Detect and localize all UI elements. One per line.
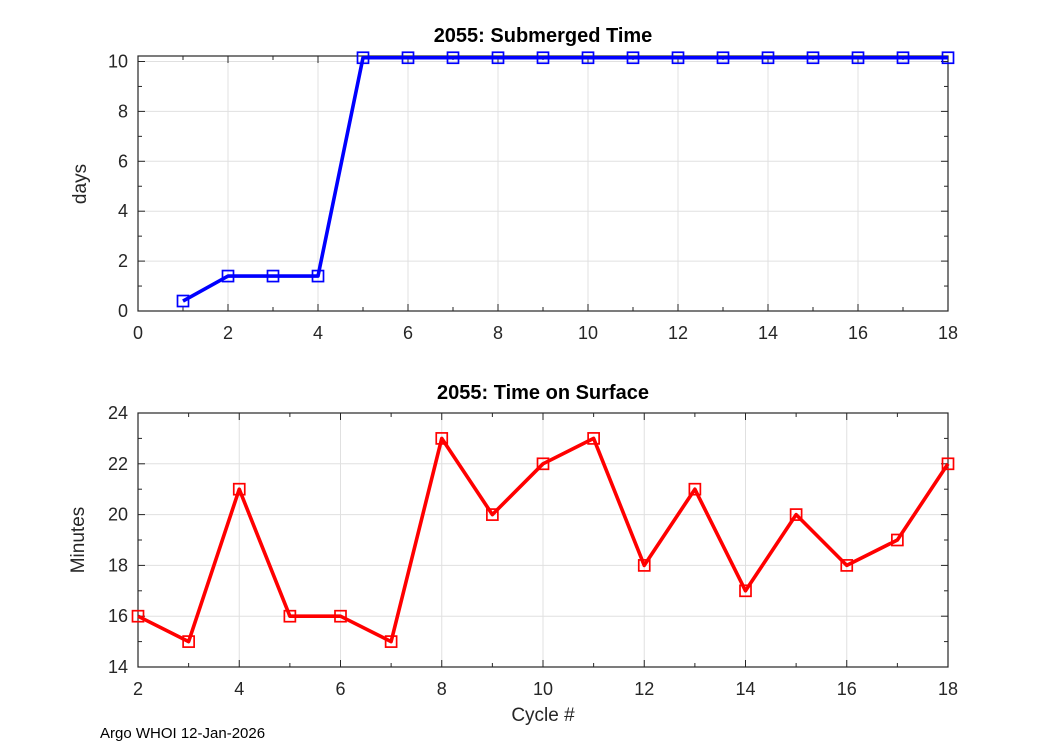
svg-text:2: 2 — [118, 251, 128, 271]
plot1-line-chart: 0 2 4 6 8 10 12 14 16 18 0 2 4 6 8 10 — [108, 51, 958, 343]
svg-text:0: 0 — [133, 323, 143, 343]
svg-text:20: 20 — [108, 505, 128, 525]
svg-text:8: 8 — [437, 679, 447, 699]
svg-text:12: 12 — [668, 323, 688, 343]
svg-text:10: 10 — [578, 323, 598, 343]
plot2-xlabel: Cycle # — [511, 705, 575, 726]
svg-text:8: 8 — [493, 323, 503, 343]
svg-text:0: 0 — [118, 301, 128, 321]
svg-text:16: 16 — [848, 323, 868, 343]
footer-attribution: Argo WHOI 12-Jan-2026 — [100, 725, 266, 742]
svg-text:18: 18 — [938, 323, 958, 343]
svg-text:18: 18 — [108, 555, 128, 575]
svg-text:14: 14 — [735, 679, 755, 699]
svg-text:10: 10 — [108, 51, 128, 71]
svg-text:14: 14 — [108, 657, 128, 677]
svg-text:6: 6 — [118, 151, 128, 171]
svg-text:24: 24 — [108, 403, 128, 423]
svg-text:18: 18 — [938, 679, 958, 699]
svg-text:16: 16 — [108, 606, 128, 626]
svg-text:4: 4 — [118, 201, 128, 221]
svg-text:6: 6 — [403, 323, 413, 343]
svg-text:2: 2 — [133, 679, 143, 699]
svg-text:14: 14 — [758, 323, 778, 343]
svg-text:4: 4 — [313, 323, 323, 343]
svg-text:2: 2 — [223, 323, 233, 343]
svg-text:4: 4 — [234, 679, 244, 699]
plot1-title: 2055: Submerged Time — [433, 25, 653, 47]
svg-text:10: 10 — [533, 679, 553, 699]
svg-text:12: 12 — [634, 679, 654, 699]
svg-text:8: 8 — [118, 101, 128, 121]
svg-text:16: 16 — [837, 679, 857, 699]
svg-text:6: 6 — [335, 679, 345, 699]
svg-text:22: 22 — [108, 454, 128, 474]
plot2-title: 2055: Time on Surface — [437, 382, 649, 404]
